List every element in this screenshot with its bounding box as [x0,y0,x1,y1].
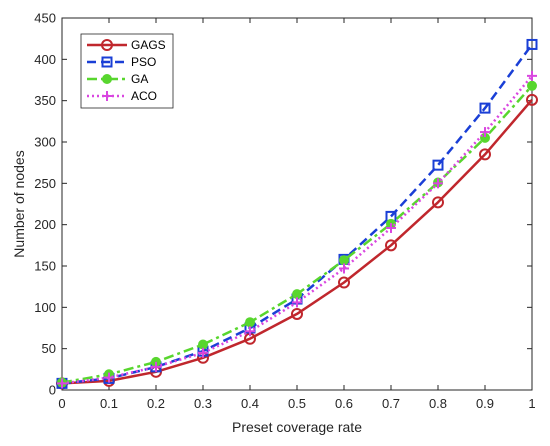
data-point-pso [526,38,538,50]
data-point-aco [151,361,161,372]
data-point-ga [245,317,255,328]
series-gags [56,93,538,390]
x-tick-label: 0.9 [476,396,494,411]
legend-entry-pso: PSO [87,55,156,69]
legend-label: GA [131,72,148,86]
y-tick-label: 400 [34,52,56,67]
data-point-gags [291,307,303,320]
legend-entry-ga: GA [87,72,148,86]
data-point-gags [526,93,538,106]
y-tick-label: 150 [34,259,56,274]
data-point-gags [338,276,350,289]
x-tick-label: 1 [528,396,535,411]
data-point-aco [339,263,349,274]
legend-box [80,33,174,109]
data-point-ga [198,339,208,350]
data-point-aco [198,347,208,358]
x-tick-label: 0.2 [147,396,165,411]
data-point-gags [479,148,491,161]
data-point-aco [386,222,396,233]
data-point-gags [432,196,444,209]
data-point-ga [339,255,349,266]
x-tick-label: 0.4 [241,396,259,411]
x-tick-label: 0 [58,396,65,411]
y-tick-label: 450 [34,11,56,26]
legend-marker [102,91,112,101]
y-tick-label: 100 [34,300,56,315]
legend-label: GAGS [131,38,166,52]
legend-marker [101,39,113,51]
x-tick-label: 0.3 [194,396,212,411]
y-tick-label: 0 [49,383,56,398]
y-tick-label: 300 [34,135,56,150]
data-point-aco [292,297,302,308]
data-point-gags [385,239,397,252]
data-point-aco [480,127,490,138]
y-tick-label: 350 [34,93,56,108]
x-tick-label: 0.7 [382,396,400,411]
x-axis-ticks: 0 0.1 0.2 0.3 0.4 0.5 0.6 0.7 0.8 0.9 1 [58,18,536,411]
legend: GAGS PSO GA ACO [80,33,174,109]
data-point-aco [433,178,443,189]
x-tick-label: 0.8 [429,396,447,411]
data-point-pso [432,159,444,171]
legend-marker [102,74,112,84]
x-tick-label: 0.6 [335,396,353,411]
x-axis-title: Preset coverage rate [232,419,362,435]
y-tick-label: 200 [34,217,56,232]
y-axis-ticks: 0 50 100 150 200 250 300 350 400 450 [34,11,532,398]
series-layer [56,38,538,390]
legend-marker [101,56,113,68]
series-aco [57,70,537,389]
data-point-aco [527,70,537,81]
data-point-ga [527,80,537,91]
x-tick-label: 0.5 [288,396,306,411]
legend-entry-gags: GAGS [87,38,166,52]
data-point-aco [57,378,67,389]
series-line-gags [61,98,533,385]
data-point-aco [245,326,255,337]
y-axis-title: Number of nodes [11,150,27,257]
legend-entry-aco: ACO [87,89,157,103]
y-tick-label: 250 [34,176,56,191]
data-point-pso [479,102,491,114]
data-point-ga [292,289,302,300]
legend-label: PSO [131,55,156,69]
data-point-aco [104,372,114,383]
legend-label: ACO [131,89,157,103]
y-tick-label: 50 [42,341,56,356]
x-tick-label: 0.1 [100,396,118,411]
